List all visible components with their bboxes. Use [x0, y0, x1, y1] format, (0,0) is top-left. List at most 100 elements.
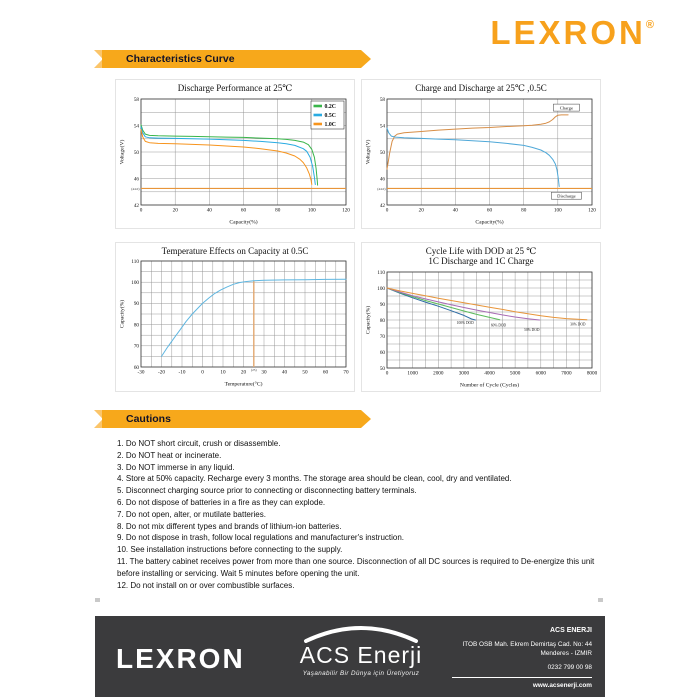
- svg-text:42: 42: [134, 202, 140, 208]
- svg-text:Capacity(%): Capacity(%): [475, 218, 503, 225]
- svg-text:90: 90: [134, 301, 140, 307]
- svg-text:100% DOD: 100% DOD: [457, 321, 474, 325]
- svg-text:60: 60: [241, 207, 247, 213]
- svg-text:100: 100: [377, 285, 385, 291]
- footer-acs-logo: ACS Enerji Yaşanabilir Bir Dünya için Ür…: [283, 623, 439, 677]
- svg-text:80: 80: [134, 322, 140, 328]
- chart-subtitle-cycle-life: 1C Discharge and 1C Charge: [428, 256, 534, 266]
- caution-item: 11. The battery cabinet receives power f…: [117, 556, 595, 578]
- svg-text:Voltage(V): Voltage(V): [119, 139, 126, 164]
- cautions-banner: Cautions: [94, 410, 354, 428]
- acs-tagline: Yaşanabilir Bir Dünya için Üretiyoruz: [302, 670, 420, 677]
- svg-text:1.0C: 1.0C: [325, 122, 336, 128]
- footer-contact-block: ACS ENERJI ITOB OSB Mah. Ekrem Demirtaş …: [452, 627, 592, 690]
- svg-text:0.5C: 0.5C: [325, 113, 336, 119]
- chart-title-temperature: Temperature Effects on Capacity at 0.5C: [161, 245, 309, 256]
- svg-text:50: 50: [302, 370, 308, 376]
- svg-text:42: 42: [380, 202, 386, 208]
- svg-text:120: 120: [342, 207, 350, 213]
- svg-text:110: 110: [377, 269, 385, 275]
- svg-text:50: 50: [134, 149, 140, 155]
- svg-text:7000: 7000: [561, 370, 572, 376]
- cycle-life-chart: 0 1000 2000 3000 4000 5000 6000 7000 8000 50 60 70 8…: [365, 269, 598, 388]
- discharge-performance-panel: Discharge Performance at 25℃ 0 20 40 60 80 10…: [115, 79, 355, 229]
- svg-text:120: 120: [588, 207, 596, 213]
- svg-text:70: 70: [134, 344, 140, 350]
- svg-text:80: 80: [380, 317, 386, 323]
- section-title-characteristics: Characteristics Curve: [102, 50, 371, 68]
- svg-text:0: 0: [386, 370, 389, 376]
- svg-text:0: 0: [201, 370, 204, 376]
- caution-item: 5. Disconnect charging source prior to c…: [117, 486, 417, 496]
- svg-text:54: 54: [134, 123, 140, 129]
- svg-text:10: 10: [220, 370, 226, 376]
- footer-lexron-logo: LEXRON: [116, 643, 245, 674]
- lexron-logo: LEXRON®: [490, 13, 654, 49]
- caution-item: 3. Do NOT immerse in any liquid.: [117, 462, 235, 472]
- svg-text:50% DOD: 50% DOD: [524, 328, 540, 332]
- caution-item: 9. Do not dispose in trash, follow local…: [117, 533, 405, 543]
- caution-item: 6. Do not dispose of batteries in a fire…: [117, 497, 326, 507]
- svg-text:40: 40: [207, 207, 213, 213]
- svg-text:70: 70: [343, 370, 349, 376]
- acs-arc-icon: [304, 626, 418, 643]
- svg-text:3000: 3000: [459, 370, 470, 376]
- caution-item: 1. Do NOT short circuit, crush or disass…: [117, 439, 281, 448]
- svg-text:80: 80: [521, 207, 527, 213]
- cycle-life-panel: Cycle Life with DOD at 25 ℃ 1C Discharge…: [361, 241, 601, 392]
- crop-mark-left: [95, 598, 100, 602]
- charge-discharge-chart: 0 20 40 60 80 100 120 42 46 50 54 58 (44.0) Charge Dis…: [365, 96, 597, 225]
- svg-text:-10: -10: [179, 370, 186, 376]
- lexron-logo-text: LEXRON: [490, 14, 646, 51]
- svg-text:60: 60: [323, 370, 329, 376]
- svg-text:4000: 4000: [484, 370, 495, 376]
- svg-text:100: 100: [308, 207, 316, 213]
- caution-item: 12. Do not install on or over combustibl…: [117, 580, 295, 590]
- svg-text:0: 0: [386, 207, 389, 213]
- chart-title-charge-discharge: Charge and Discharge at 25℃ ,0.5C: [415, 83, 547, 93]
- svg-text:90: 90: [380, 301, 386, 307]
- charts-grid: Discharge Performance at 25℃ 0 20 40 60 80 10…: [115, 79, 601, 392]
- charge-discharge-panel: Charge and Discharge at 25℃ ,0.5C 0 20 40 6…: [361, 79, 601, 229]
- svg-text:Discharge: Discharge: [557, 193, 576, 198]
- svg-text:60: 60: [487, 207, 493, 213]
- svg-text:40: 40: [453, 207, 459, 213]
- svg-text:Number of Cycle (Cycles): Number of Cycle (Cycles): [460, 381, 519, 388]
- caution-item: 10. See installation instructions before…: [117, 545, 343, 555]
- footer-address-line1: ITOB OSB Mah. Ekrem Demirtaş Cad. No: 44: [462, 641, 592, 649]
- svg-text:58: 58: [380, 96, 386, 102]
- caution-item: 7. Do not open, alter, or mutilate batte…: [117, 509, 266, 519]
- svg-text:5000: 5000: [510, 370, 521, 376]
- characteristics-curve-banner: Characteristics Curve: [94, 50, 354, 68]
- cautions-list: 1. Do NOT short circuit, crush or disass…: [117, 438, 597, 591]
- svg-text:0: 0: [140, 207, 143, 213]
- svg-text:Charge: Charge: [560, 105, 573, 110]
- temperature-effects-panel: Temperature Effects on Capacity at 0.5C …: [115, 241, 355, 392]
- svg-text:60% DOD: 60% DOD: [491, 323, 507, 327]
- registered-trademark-symbol: ®: [645, 19, 654, 31]
- svg-text:100: 100: [131, 280, 139, 286]
- svg-text:-20: -20: [158, 370, 165, 376]
- chart-title-cycle-life: Cycle Life with DOD at 25 ℃: [425, 245, 537, 256]
- footer-website: www.acsenerji.com: [532, 681, 592, 689]
- footer-divider: [452, 676, 592, 678]
- svg-text:-30: -30: [138, 370, 145, 376]
- svg-text:30: 30: [261, 370, 267, 376]
- footer: LEXRON ACS Enerji Yaşanabilir Bir Dünya …: [95, 616, 605, 697]
- svg-text:60: 60: [380, 349, 386, 355]
- caution-item: 2. Do NOT heat or incinerate.: [117, 450, 222, 460]
- svg-text:58: 58: [134, 96, 140, 102]
- svg-text:30% DOD: 30% DOD: [570, 322, 586, 326]
- svg-text:46: 46: [134, 176, 140, 182]
- svg-text:60: 60: [134, 365, 140, 371]
- svg-text:2000: 2000: [433, 370, 444, 376]
- temperature-effects-chart: -30 -20 -10 0 10 20 30 40 50 60 70 60 70 80 90 100 110 (2…: [119, 259, 350, 388]
- svg-text:20: 20: [173, 207, 179, 213]
- svg-text:(25): (25): [251, 368, 257, 372]
- svg-text:50: 50: [380, 149, 386, 155]
- svg-text:20: 20: [419, 207, 425, 213]
- svg-text:110: 110: [131, 259, 139, 265]
- svg-text:40: 40: [282, 370, 288, 376]
- svg-text:80: 80: [275, 207, 281, 213]
- svg-text:Temperature(°C): Temperature(°C): [225, 381, 263, 388]
